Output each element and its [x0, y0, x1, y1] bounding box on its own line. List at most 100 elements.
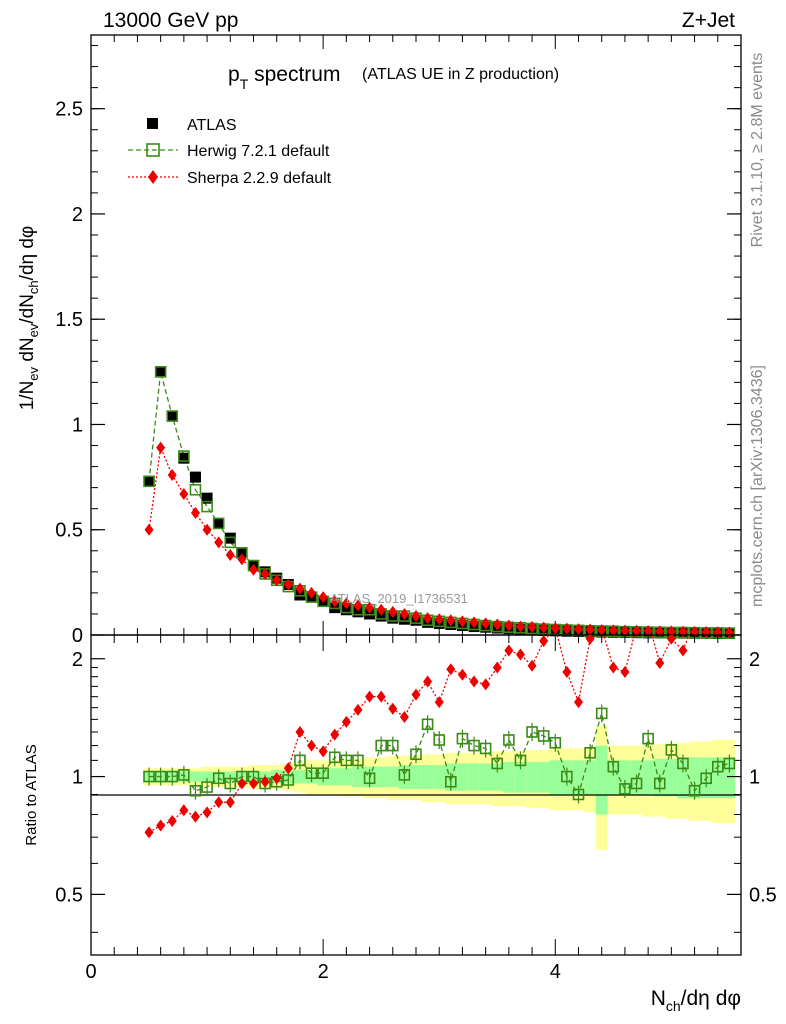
- sherpa-point: [446, 614, 456, 627]
- band-inner: [340, 768, 353, 786]
- legend-sherpa-label: Sherpa 2.2.9 default: [187, 170, 332, 187]
- mcplots-label: mcplots.cern.ch [arXiv:1306.3436]: [749, 365, 766, 607]
- sherpa-ratio-point: [655, 657, 665, 670]
- sherpa-ratio-point: [341, 715, 351, 728]
- band-inner: [479, 763, 492, 791]
- sherpa-point: [562, 622, 572, 635]
- sherpa-ratio-point: [620, 666, 630, 679]
- ratio-y-axis-label: Ratio to ATLAS: [23, 744, 40, 845]
- sherpa-point: [214, 536, 224, 549]
- sherpa-ratio-point: [202, 806, 212, 819]
- sherpa-point: [515, 620, 525, 633]
- herwig-ratio-point: [491, 757, 504, 770]
- herwig-point: [178, 450, 190, 462]
- main-data-marks: [143, 366, 736, 640]
- sherpa-ratio-point: [225, 796, 235, 809]
- sherpa-point: [481, 617, 491, 630]
- sherpa-point: [597, 623, 607, 636]
- sherpa-ratio-point: [295, 725, 305, 738]
- atlas-point: [178, 452, 190, 464]
- herwig-ratio-point: [653, 777, 666, 790]
- sherpa-point: [167, 469, 177, 481]
- band-inner: [294, 769, 306, 784]
- sherpa-point: [550, 622, 560, 635]
- atlas-point: [340, 604, 352, 616]
- sherpa-point: [608, 624, 618, 637]
- herwig-ratio-point: [700, 772, 712, 785]
- legend-herwig-label: Herwig 7.2.1 default: [187, 143, 330, 160]
- sherpa-ratio-point: [249, 777, 258, 790]
- herwig-ratio-point: [317, 767, 329, 780]
- sherpa-ratio-point: [318, 745, 328, 758]
- sherpa-ratio-point: [574, 696, 583, 709]
- band-inner: [386, 766, 399, 788]
- atlas-point: [375, 610, 387, 622]
- herwig-ratio-point: [178, 769, 190, 781]
- ratio-y-tick-label: 1: [72, 767, 83, 789]
- atlas-point: [213, 517, 225, 529]
- sherpa-point: [295, 582, 305, 595]
- herwig-point: [224, 536, 237, 549]
- herwig-ratio-point: [479, 742, 492, 755]
- herwig-point: [189, 483, 202, 496]
- sherpa-ratio-point: [585, 635, 595, 645]
- sherpa-ratio-point: [307, 739, 317, 752]
- sherpa-point: [399, 607, 409, 620]
- herwig-ratio-point: [537, 730, 550, 742]
- sherpa-point: [179, 487, 189, 500]
- legend-sherpa-marker: [148, 170, 158, 184]
- herwig-ratio-point: [282, 774, 295, 786]
- band-inner: [677, 757, 689, 799]
- title-p: p: [228, 63, 240, 86]
- band-inner: [572, 760, 585, 795]
- herwig-ratio-point: [688, 784, 701, 797]
- band-inner: [201, 771, 213, 782]
- sherpa-point: [388, 605, 398, 618]
- herwig-ratio-point: [561, 770, 573, 783]
- sherpa-ratio-point: [725, 611, 734, 623]
- herwig-ratio-point: [526, 726, 538, 738]
- legend-herwig-marker: [146, 143, 160, 157]
- sherpa-ratio-point: [515, 648, 525, 661]
- herwig-ratio-point: [677, 757, 689, 770]
- sherpa-ratio-point: [353, 703, 363, 716]
- sherpa-point: [539, 621, 549, 634]
- sherpa-ratio-point: [411, 688, 421, 701]
- sherpa-point: [156, 441, 166, 454]
- sherpa-point: [574, 623, 583, 636]
- herwig-ratio-point: [445, 775, 457, 788]
- sherpa-point: [365, 601, 375, 614]
- legend: ATLAS Herwig 7.2.1 default Sherpa 2.2.9 …: [128, 117, 332, 187]
- herwig-ratio-point: [386, 739, 399, 752]
- sherpa-point: [237, 553, 247, 566]
- sherpa-point: [643, 625, 653, 637]
- herwig-point: [143, 475, 155, 488]
- sherpa-ratio-point: [678, 644, 688, 657]
- herwig-ratio-point: [607, 760, 620, 773]
- band-inner: [607, 760, 620, 795]
- sherpa-point: [492, 618, 502, 631]
- main-y-tick-label: 1: [72, 414, 83, 436]
- sherpa-ratio-point: [156, 819, 166, 832]
- herwig-ratio-point: [549, 736, 562, 749]
- band-inner: [549, 760, 562, 795]
- sherpa-point: [423, 612, 433, 625]
- main-y-tick-label: 2: [72, 204, 83, 226]
- band-inner: [688, 757, 701, 799]
- herwig-ratio-point: [630, 777, 643, 790]
- herwig-ratio-point: [363, 772, 376, 785]
- herwig-ratio-point: [572, 788, 585, 801]
- legend-atlas-label: ATLAS: [187, 117, 237, 134]
- sherpa-ratio-point: [423, 675, 433, 688]
- main-y-axis-label: 1/Nev dNev/dNch/dη dφ: [17, 226, 41, 411]
- atlas-point: [352, 606, 364, 618]
- herwig-ratio-point: [595, 707, 608, 720]
- herwig-ratio-point: [305, 767, 318, 780]
- sherpa-point: [225, 549, 235, 561]
- sherpa-point: [260, 567, 270, 580]
- main-y-tick-label: 0: [72, 625, 83, 647]
- herwig-ratio-point: [456, 732, 469, 745]
- main-y-tick-label: 1.5: [55, 309, 83, 331]
- herwig-ratio-point: [375, 739, 387, 752]
- atlas-point: [201, 492, 213, 504]
